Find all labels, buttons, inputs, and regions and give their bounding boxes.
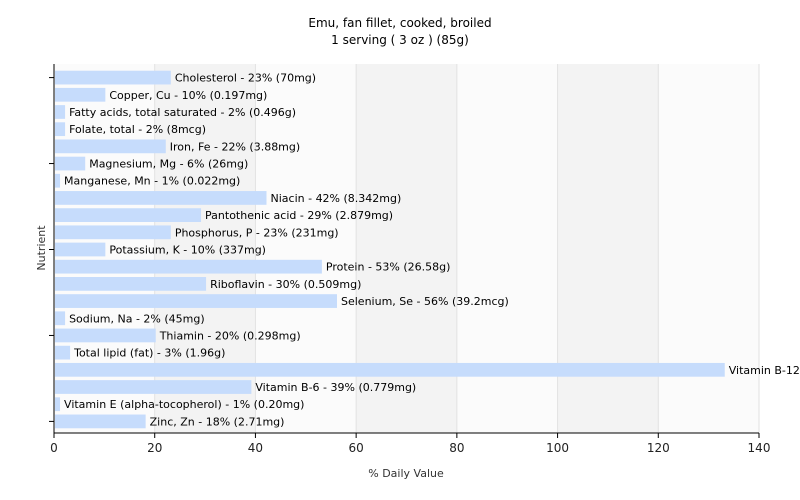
bar-label: Total lipid (fat) - 3% (1.96g) [73, 347, 225, 360]
grid-band [456, 64, 558, 433]
grid-band [255, 64, 357, 433]
bar-label: Sodium, Na - 2% (45mg) [69, 312, 205, 325]
bar-label: Fatty acids, total saturated - 2% (0.496… [69, 106, 296, 119]
bar [55, 139, 166, 154]
x-axis-label: % Daily Value [368, 467, 444, 480]
bar [55, 70, 171, 85]
chart-title: Emu, fan fillet, cooked, broiled [308, 16, 491, 30]
bar [55, 122, 66, 137]
bar-label: Thiamin - 20% (0.298mg) [159, 329, 301, 342]
bar [55, 414, 146, 429]
bar-label: Selenium, Se - 56% (39.2mcg) [341, 295, 509, 308]
bar-label: Manganese, Mn - 1% (0.022mg) [64, 175, 240, 188]
bar-label: Magnesium, Mg - 6% (26mg) [89, 158, 248, 171]
bar-label: Niacin - 42% (8.342mg) [271, 192, 402, 205]
bar [55, 87, 106, 102]
bar-label: Protein - 53% (26.58g) [326, 261, 451, 274]
y-axis-label: Nutrient [35, 225, 48, 271]
bar [55, 294, 337, 308]
x-tick-label: 120 [647, 441, 670, 455]
grid-band [658, 64, 759, 433]
bar [55, 208, 202, 222]
bar-label: Copper, Cu - 10% (0.197mg) [109, 89, 267, 102]
bar-label: Vitamin E (alpha-tocopherol) - 1% (0.20m… [64, 398, 304, 411]
bar-label: Zinc, Zn - 18% (2.71mg) [150, 415, 285, 428]
bar [55, 345, 71, 360]
x-tick-label: 60 [349, 441, 364, 455]
bar [55, 277, 207, 291]
bar-label: Iron, Fe - 22% (3.88mg) [170, 140, 300, 153]
bar-label: Riboflavin - 30% (0.509mg) [210, 278, 361, 291]
bar-label: Folate, total - 2% (8mcg) [69, 123, 206, 136]
bar [55, 362, 725, 377]
chart-subtitle: 1 serving ( 3 oz ) (85g) [331, 33, 469, 47]
grid-band [557, 64, 659, 433]
bar-label: Phosphorus, P - 23% (231mg) [175, 226, 339, 239]
bars: Cholesterol - 23% (70mg) Copper, Cu - 10%… [55, 70, 800, 429]
grid-band [356, 64, 457, 433]
bar [55, 242, 106, 257]
bar-label: Cholesterol - 23% (70mg) [175, 72, 316, 85]
bar [55, 311, 66, 326]
x-tick-label: 80 [449, 441, 464, 455]
bar [55, 156, 86, 171]
bar [55, 380, 252, 394]
bar [55, 259, 322, 274]
bar [55, 105, 66, 119]
bar [55, 173, 61, 188]
bar-label: Vitamin B-12 - 133% (7.96mcg) [729, 364, 800, 377]
bar [55, 397, 61, 412]
x-tick-label: 40 [248, 441, 263, 455]
x-tick-label: 0 [50, 441, 58, 455]
bar-label: Vitamin B-6 - 39% (0.779mg) [255, 381, 416, 394]
x-tick-label: 140 [748, 441, 771, 455]
x-tick-label: 20 [147, 441, 162, 455]
bar [55, 191, 267, 205]
axes: 0 20 40 60 80 100 120 140 [49, 64, 770, 455]
bar [55, 225, 171, 240]
bar-label: Potassium, K - 10% (337mg) [109, 244, 266, 257]
x-tick-label: 100 [546, 441, 569, 455]
bar-label: Pantothenic acid - 29% (2.879mg) [205, 209, 393, 222]
bar [55, 328, 156, 343]
